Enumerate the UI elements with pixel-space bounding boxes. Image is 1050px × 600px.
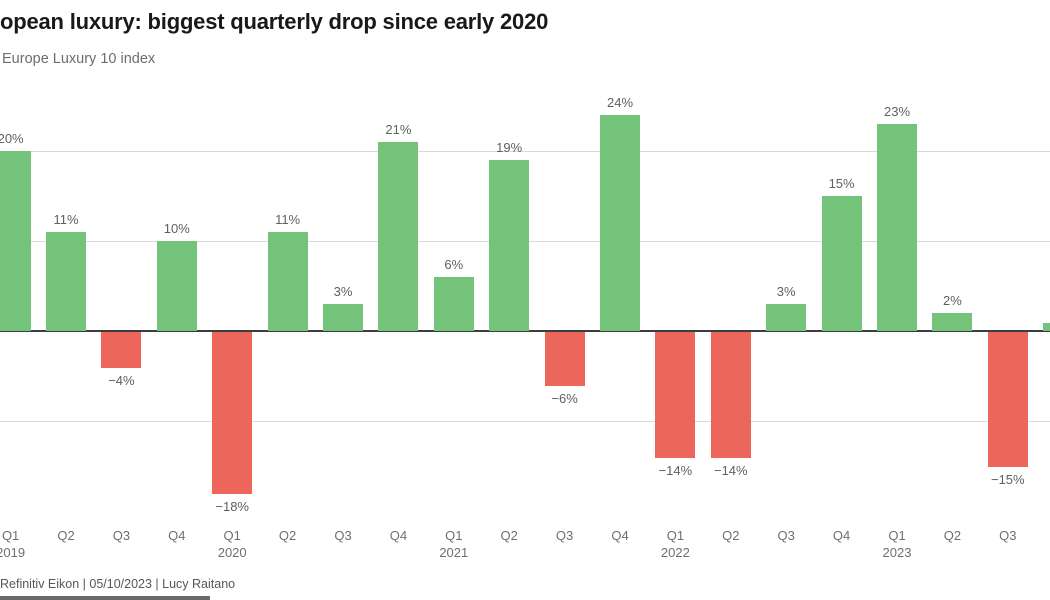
bar-value-label: 20% <box>0 131 24 146</box>
bar <box>267 232 308 331</box>
x-tick-label: Q3 <box>112 528 131 543</box>
x-tick-label: Q1 2020 <box>217 528 247 560</box>
x-tick-label: Q12019 <box>0 528 26 560</box>
x-tick-label: Q4 <box>168 528 186 543</box>
bar <box>987 332 1028 467</box>
bar <box>46 232 86 331</box>
bar-value-label: 10% <box>163 221 190 236</box>
bar-value-label: 6% <box>444 257 464 272</box>
bar-value-label: 11% <box>275 212 301 227</box>
x-tick-label: Q1 2022 <box>660 528 690 560</box>
zero-axis-line <box>0 330 1050 332</box>
x-tick-label: Q2 <box>278 528 297 543</box>
x-tick-label: Q4 <box>832 528 851 543</box>
bar <box>821 196 862 331</box>
bar-value-label: 2% <box>942 293 962 308</box>
bar <box>932 313 973 331</box>
bar-value-label: −15% <box>990 472 1025 487</box>
bar-value-label: 15% <box>828 176 855 191</box>
x-tick-label: Q2 <box>500 528 518 543</box>
x-tick-label: Q2 <box>943 528 962 543</box>
bar <box>600 115 640 331</box>
bar <box>489 160 530 331</box>
bar-value-label: 3% <box>333 284 353 299</box>
x-tick-label: Q3 <box>777 528 795 543</box>
bar-value-label: −18% <box>215 499 249 514</box>
bar-clipped-sliver <box>1043 323 1050 331</box>
bar-value-label: 3% <box>776 284 796 299</box>
bar-value-label: 11% <box>53 212 79 227</box>
source-attribution: Refinitiv Eikon | 05/10/2023 | Lucy Rait… <box>0 577 236 591</box>
chart-subtitle: Europe Luxury 10 index <box>2 51 156 67</box>
bar <box>378 142 419 331</box>
x-tick-label: Q1 2021 <box>439 528 469 560</box>
x-tick-label: Q3 <box>555 528 574 543</box>
chart-title: opean luxury: biggest quarterly drop sin… <box>0 9 549 34</box>
bar-value-label: −6% <box>551 391 578 406</box>
x-tick-label: Q3 <box>334 528 352 543</box>
bar <box>433 277 474 331</box>
x-tick-label: Q2 <box>57 528 75 543</box>
bar <box>323 304 363 331</box>
gridline <box>0 421 1050 422</box>
x-tick-label: Q4 <box>611 528 629 543</box>
bar-value-label: −14% <box>658 463 693 478</box>
bar <box>655 332 696 458</box>
bar-value-label: 24% <box>606 95 634 110</box>
bar <box>710 332 751 458</box>
x-tick-label: Q3 <box>999 528 1017 543</box>
x-tick-label: Q1 2023 <box>882 528 912 560</box>
bar <box>766 304 807 331</box>
bar-value-label: 19% <box>496 140 523 155</box>
bar <box>0 151 31 331</box>
x-tick-label: Q4 <box>389 528 408 543</box>
footer-brand-bar <box>0 596 210 600</box>
bar <box>212 332 253 494</box>
bar <box>877 124 917 331</box>
x-tick-label: Q2 <box>722 528 740 543</box>
bar <box>544 332 585 386</box>
bar-value-label: 21% <box>385 122 412 137</box>
bar-value-label: −4% <box>108 373 135 388</box>
bar <box>101 332 142 368</box>
bar-value-label: −14% <box>713 463 748 478</box>
bar-value-label: 23% <box>883 104 911 119</box>
gridline <box>0 151 1050 152</box>
bar <box>156 241 197 331</box>
